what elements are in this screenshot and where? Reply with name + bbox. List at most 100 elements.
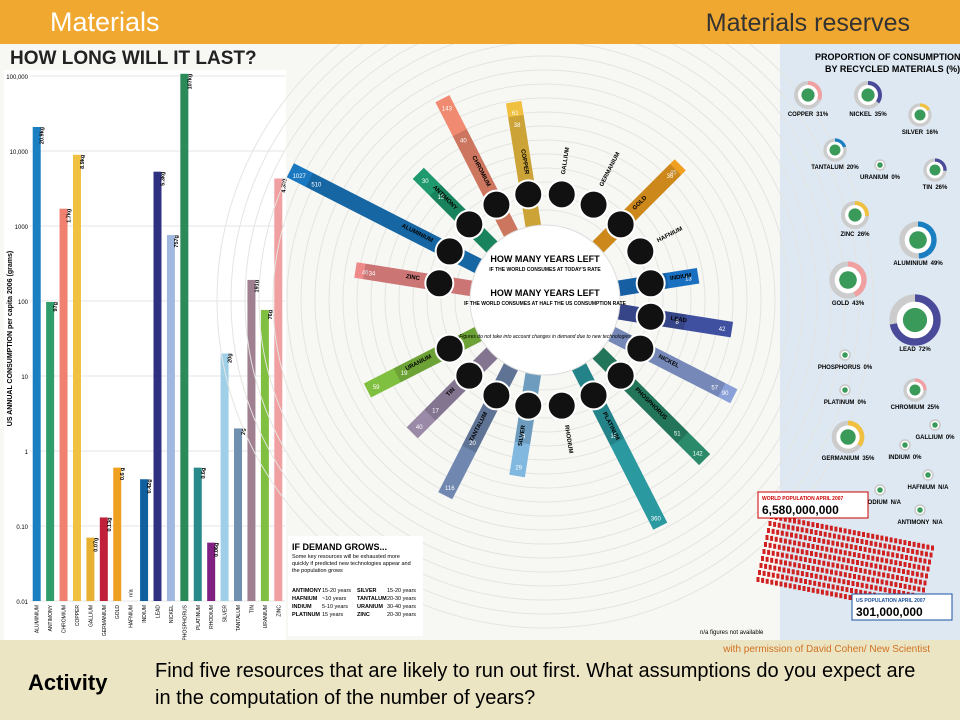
donut-value: 25% — [927, 405, 940, 411]
credit: with permission of David Cohen/ New Scie… — [723, 644, 930, 655]
years-value: 142 — [693, 452, 704, 458]
question: Find five resources that are likely to r… — [155, 660, 916, 709]
person — [903, 562, 907, 567]
demand-cell: 30-40 years — [387, 604, 416, 610]
person — [777, 522, 781, 528]
person — [862, 532, 865, 537]
donut-icon — [842, 387, 848, 393]
demand-cell: INDIUM — [292, 604, 312, 610]
person — [826, 539, 830, 545]
icon — [434, 236, 465, 267]
person — [811, 587, 815, 593]
icon — [546, 179, 577, 210]
donut-name: URANIUM — [860, 175, 888, 181]
donut-name: GOLD — [832, 301, 850, 307]
donut-icon — [877, 487, 883, 493]
bar — [166, 235, 175, 601]
person — [871, 577, 875, 583]
us-value: 301,000,000 — [856, 605, 923, 619]
person — [756, 577, 760, 582]
person — [805, 550, 809, 556]
person — [829, 547, 833, 553]
ring — [426, 181, 664, 419]
person — [790, 554, 794, 560]
person — [825, 546, 829, 552]
person — [878, 542, 882, 548]
donut-arc — [831, 420, 865, 454]
person — [902, 569, 905, 574]
person — [807, 586, 811, 592]
person — [817, 559, 821, 565]
person — [882, 550, 885, 556]
y-tick-label: 1 — [25, 450, 29, 456]
person — [851, 581, 855, 586]
person — [773, 565, 777, 571]
person — [793, 540, 797, 546]
person — [922, 587, 925, 593]
person — [780, 552, 784, 558]
person — [842, 579, 846, 585]
person — [892, 567, 896, 573]
person — [888, 544, 892, 550]
person — [790, 532, 793, 538]
demand-title: IF DEMAND GROWS... — [292, 542, 387, 552]
years-value: 30 — [422, 179, 429, 185]
person — [863, 568, 867, 574]
bar — [113, 467, 122, 601]
person — [859, 567, 863, 573]
years-value: 15 — [610, 434, 617, 440]
donut-arc — [823, 138, 847, 162]
person — [783, 516, 787, 522]
years-value: 8 — [675, 320, 679, 326]
person — [883, 543, 887, 549]
demand-cell: 20-30 years — [387, 612, 416, 618]
person — [816, 523, 819, 528]
bar-value-label: 0.42g — [147, 479, 153, 493]
icon — [424, 268, 455, 299]
us-box — [851, 593, 953, 621]
donut-label: SILVER 16% — [902, 130, 939, 136]
person — [832, 533, 836, 539]
bar-value-label: 1.7kg — [67, 209, 73, 223]
person — [770, 579, 774, 585]
donut-label: URANIUM 0% — [860, 175, 901, 181]
person — [823, 553, 827, 559]
demand-cell: PLATINUM — [292, 612, 320, 618]
person — [777, 566, 781, 572]
person — [923, 580, 927, 586]
person — [854, 567, 858, 572]
donut-name: NICKEL — [849, 112, 872, 118]
years-value: 29 — [515, 465, 522, 471]
donut-value: 72% — [919, 347, 932, 353]
person — [802, 520, 806, 526]
world-label: WORLD POPULATION APRIL 2007 — [762, 496, 844, 502]
person — [840, 586, 844, 592]
bar — [86, 537, 95, 601]
person — [848, 551, 852, 557]
person — [773, 521, 777, 527]
bar — [220, 353, 229, 601]
donut-arc — [889, 294, 941, 346]
donut-icon — [861, 88, 875, 102]
person — [925, 573, 928, 579]
person — [836, 541, 839, 547]
demand-cell: ~10 years — [322, 596, 347, 602]
bar-value-label: 757g — [174, 235, 180, 248]
person — [810, 551, 813, 556]
person — [834, 592, 838, 598]
person — [894, 582, 898, 588]
person — [845, 565, 849, 571]
person — [869, 562, 873, 568]
x-tick-label: URANIUM — [263, 605, 269, 628]
person — [912, 541, 916, 547]
ring — [398, 153, 692, 447]
icon — [578, 380, 609, 411]
ring — [412, 167, 678, 433]
x-tick-label: ANTIMONY — [48, 604, 54, 631]
donut-arc — [923, 158, 947, 182]
donut-value: 0% — [946, 435, 955, 441]
ring — [356, 111, 734, 489]
person — [906, 548, 910, 553]
person — [837, 578, 841, 584]
